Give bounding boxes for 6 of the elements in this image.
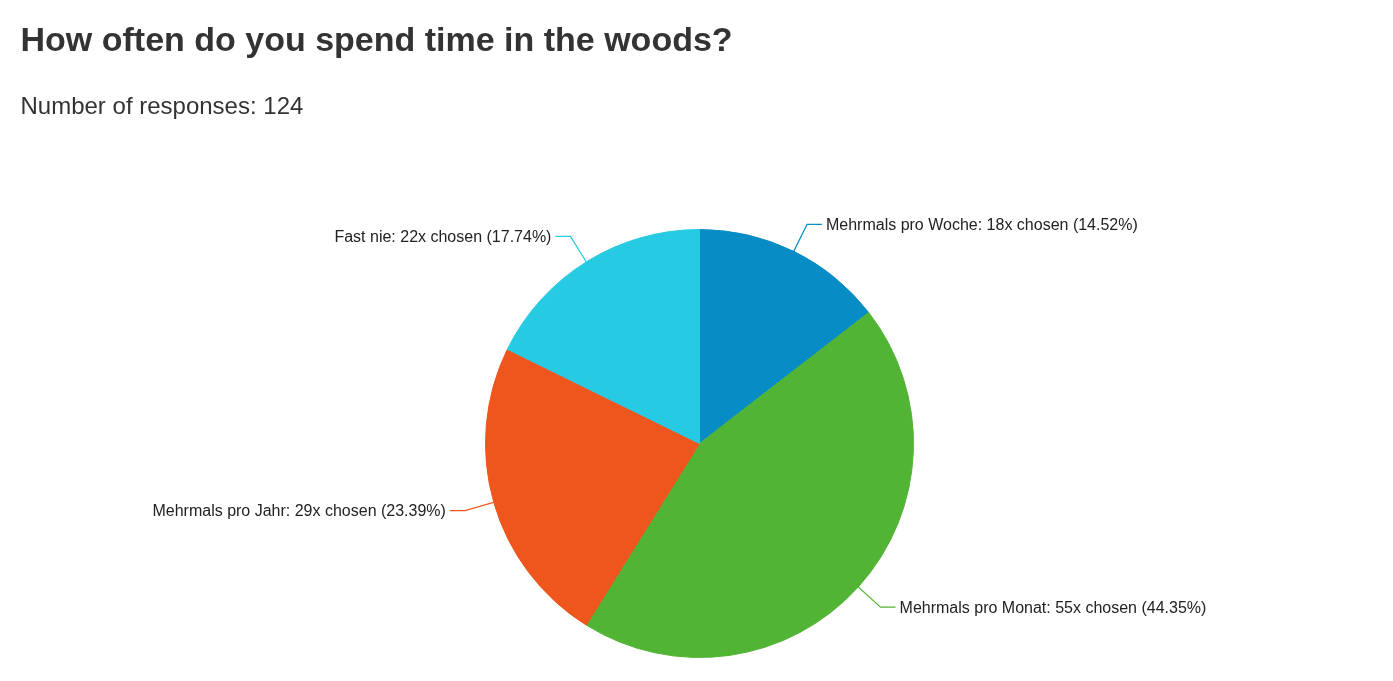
slice-label: Mehrmals pro Monat: 55x chosen (44.35%) (899, 598, 1207, 616)
slice-label: Mehrmals pro Jahr: 29x chosen (23.39%) (152, 502, 446, 520)
slice-label: Mehrmals pro Woche: 18x chosen (14.52%) (825, 215, 1138, 233)
chart-title: How often do you spend time in the woods? (20, 19, 733, 58)
slice-label: Fast nie: 22x chosen (17.74%) (334, 227, 552, 245)
chart-subtitle: Number of responses: 124 (20, 92, 304, 119)
